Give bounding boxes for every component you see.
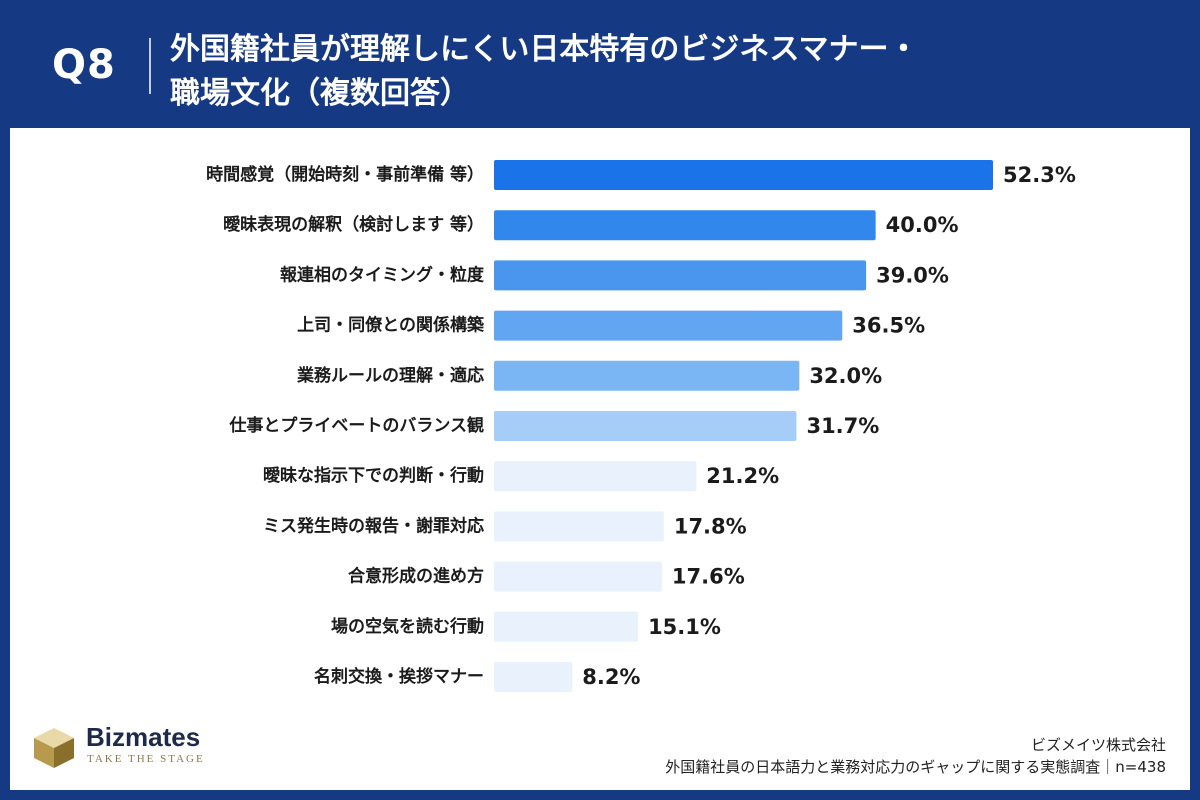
category-label: 名刺交換・挨拶マナー <box>314 666 484 687</box>
category-label: 時間感覚（開始時刻・事前準備 等） <box>206 164 484 185</box>
chart-title-line2: 職場文化（複数回答） <box>170 76 470 111</box>
bar <box>494 662 573 692</box>
cube-logo-icon <box>34 728 74 768</box>
value-label: 15.1% <box>648 615 721 639</box>
chart-title-line1: 外国籍社員が理解しにくい日本特有のビジネスマナー・ <box>170 32 919 67</box>
bar <box>494 411 797 441</box>
bar <box>494 561 662 592</box>
source-note: ビズメイツ株式会社 外国籍社員の日本語力と業務対応力のギャップに関する実態調査｜… <box>665 734 1166 778</box>
category-label: 仕事とプライベートのバランス観 <box>228 415 484 436</box>
bar-chart: 時間感覚（開始時刻・事前準備 等） 52.3% 曖昧表現の解釈（検討します 等） 40… <box>206 160 1076 692</box>
bar <box>494 461 697 492</box>
value-label: 32.0% <box>809 364 882 388</box>
category-label: 合意形成の進め方 <box>348 566 484 587</box>
logo-name: Bizmates <box>86 722 201 752</box>
value-label: 17.8% <box>674 514 747 538</box>
header: Q8 外国籍社員が理解しにくい日本特有のビジネスマナー・ 職場文化（複数回答） <box>0 0 1200 128</box>
value-label: 31.7% <box>806 414 879 438</box>
bar <box>494 611 639 642</box>
bizmates-logo: Bizmates TAKE THE STAGE <box>32 722 272 774</box>
question-number: Q8 <box>52 42 116 88</box>
value-label: 21.2% <box>706 464 779 488</box>
category-label: 業務ルールの理解・適応 <box>297 365 484 386</box>
logo-tagline: TAKE THE STAGE <box>87 753 205 765</box>
bar <box>494 511 664 542</box>
chart-panel: 時間感覚（開始時刻・事前準備 等） 52.3% 曖昧表現の解釈（検討します 等） 40… <box>10 128 1190 790</box>
bar <box>494 310 843 341</box>
value-label: 52.3% <box>1003 163 1076 187</box>
bar <box>494 360 800 391</box>
value-label: 17.6% <box>672 565 745 589</box>
bar <box>494 160 993 190</box>
value-label: 36.5% <box>852 314 925 338</box>
category-label: 場の空気を読む行動 <box>331 616 484 637</box>
value-label: 8.2% <box>582 665 640 689</box>
value-label: 40.0% <box>886 213 959 237</box>
category-label: 上司・同僚との関係構築 <box>297 315 485 336</box>
category-label: 報連相のタイミング・粒度 <box>280 264 485 285</box>
category-label: ミス発生時の報告・謝罪対応 <box>263 515 484 536</box>
chart-title: 外国籍社員が理解しにくい日本特有のビジネスマナー・ 職場文化（複数回答） <box>170 28 1150 116</box>
category-label: 曖昧な指示下での判断・行動 <box>263 465 484 486</box>
bar <box>494 210 876 241</box>
bar <box>494 260 867 291</box>
survey-name: 外国籍社員の日本語力と業務対応力のギャップに関する実態調査｜n=438 <box>665 758 1166 776</box>
company-name: ビズメイツ株式会社 <box>1030 736 1166 754</box>
header-divider <box>149 38 151 94</box>
value-label: 39.0% <box>876 263 949 287</box>
category-label: 曖昧表現の解釈（検討します 等） <box>223 214 484 235</box>
